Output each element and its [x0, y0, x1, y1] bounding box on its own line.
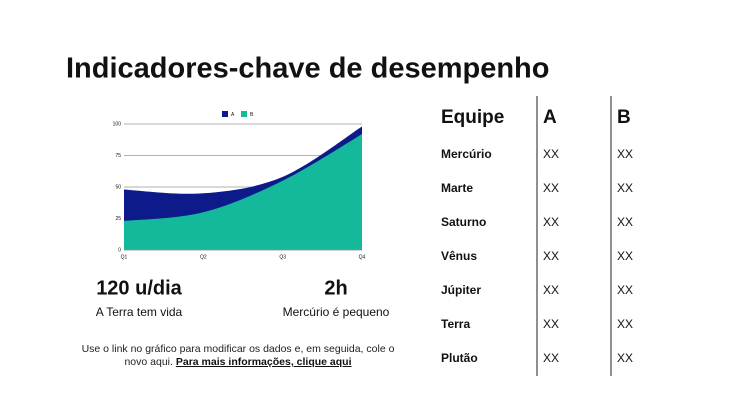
legend-label: A: [231, 112, 235, 118]
table-cell: Júpiter: [441, 283, 481, 297]
table-cell: Vênus: [441, 249, 477, 263]
note: Use o link no gráfico para modificar os …: [70, 343, 406, 369]
legend-swatch: [222, 111, 228, 117]
table-cell: XX: [617, 215, 633, 229]
table-cell: Plutão: [441, 351, 478, 365]
x-tick-label: Q1: [121, 254, 128, 260]
table-cell: XX: [543, 147, 559, 161]
table-header: Equipe: [441, 107, 504, 128]
table-cell: Mercúrio: [441, 147, 492, 161]
y-tick-label: 25: [115, 216, 121, 222]
table-header: A: [543, 107, 557, 128]
table-cell: XX: [617, 147, 633, 161]
table-cell: Marte: [441, 181, 473, 195]
note-link[interactable]: Para mais informações, clique aqui: [175, 356, 352, 368]
kpi-label: A Terra tem vida: [96, 305, 183, 319]
table-cell: XX: [543, 215, 559, 229]
table-cell: XX: [617, 249, 633, 263]
x-tick-label: Q3: [279, 254, 286, 260]
y-tick-label: 75: [115, 153, 121, 159]
table-cell: XX: [543, 317, 559, 331]
table-cell: XX: [617, 351, 633, 365]
table-header: B: [617, 107, 631, 128]
table-cell: XX: [543, 351, 559, 365]
legend-label: B: [250, 112, 254, 118]
area: [124, 134, 362, 250]
table-cell: XX: [617, 181, 633, 195]
table-cell: Terra: [441, 317, 470, 331]
x-tick-label: Q4: [359, 254, 366, 260]
table-cell: XX: [617, 283, 633, 297]
table-cell: XX: [543, 283, 559, 297]
title: Indicadores-chave de desempenho: [66, 53, 549, 85]
kpi-value: 2h: [324, 277, 347, 299]
kpi-label: Mercúrio é pequeno: [283, 305, 390, 319]
legend-swatch: [241, 111, 247, 117]
y-tick-label: 50: [115, 184, 121, 190]
note-text: Use o link no gráfico para modificar os …: [81, 343, 395, 368]
kpi-value: 120 u/dia: [96, 277, 182, 299]
table-cell: XX: [543, 249, 559, 263]
table-cell: XX: [617, 317, 633, 331]
table-cell: XX: [543, 181, 559, 195]
y-tick-label: 0: [118, 247, 121, 253]
table-cell: Saturno: [441, 215, 486, 229]
y-tick-label: 100: [113, 121, 122, 127]
x-tick-label: Q2: [200, 254, 207, 260]
